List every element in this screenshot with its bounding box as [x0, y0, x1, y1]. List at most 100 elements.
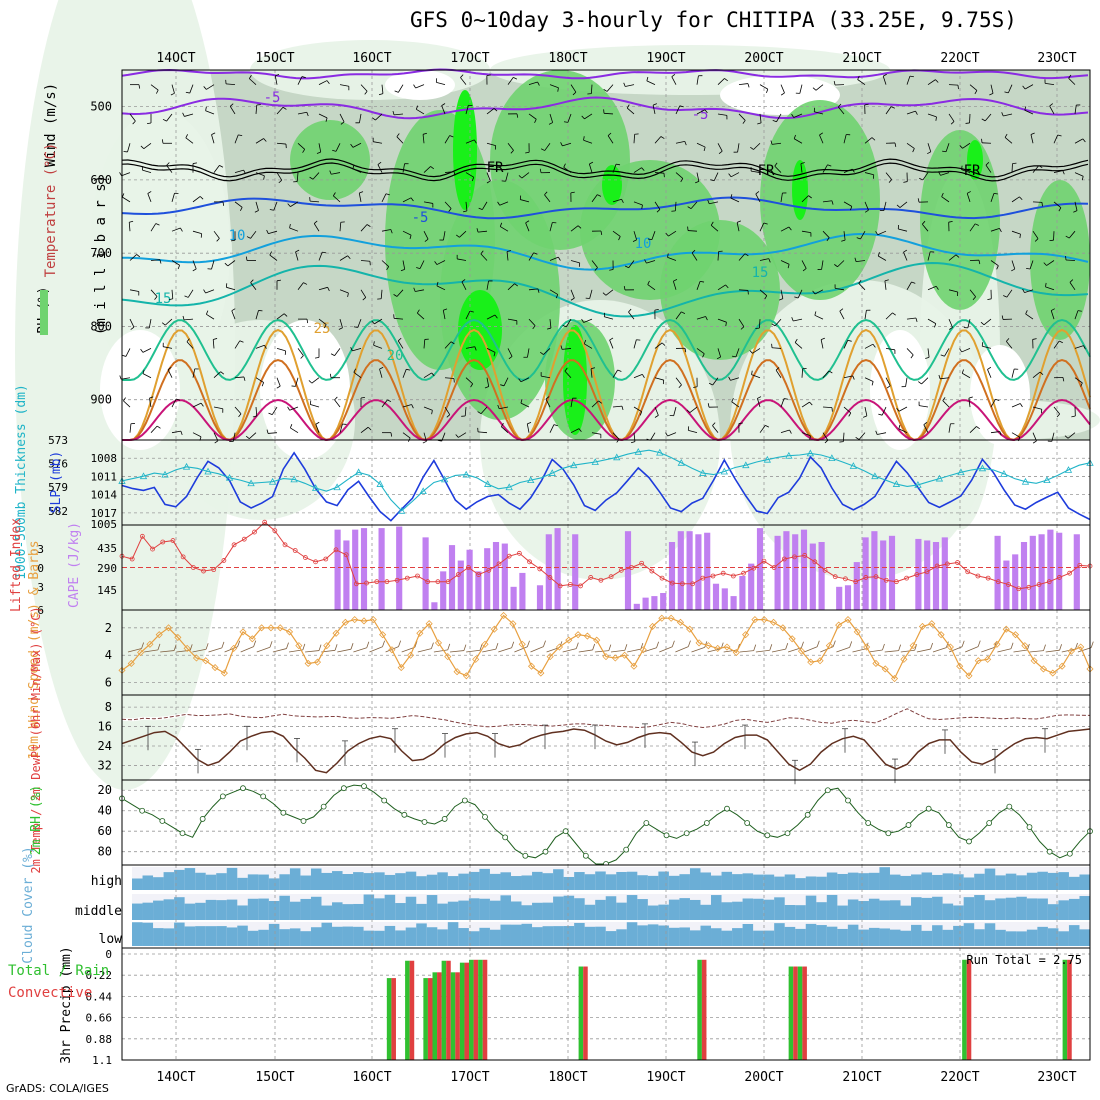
cloud-cell: [195, 872, 206, 890]
wind-barb: [528, 252, 534, 261]
cloud-cell: [584, 874, 596, 890]
wind-barb-flag: [987, 298, 992, 301]
wind-barb-flag: [914, 644, 918, 651]
wind-barb-flag: [329, 373, 332, 378]
x-tick-label-top: 22OCT: [940, 51, 979, 66]
wind-barb-flag: [379, 366, 384, 370]
wind-speed-point: [1021, 642, 1029, 650]
wind-barb-flag: [704, 109, 708, 114]
wind-barb-flag: [894, 142, 897, 147]
rh-saturated-area: [458, 290, 502, 370]
wind-barb: [127, 648, 142, 653]
wind-speed-point: [928, 620, 936, 628]
cloud-cell: [500, 895, 512, 920]
wind-barb: [751, 170, 761, 173]
cape-bar: [484, 548, 491, 610]
wind-barb: [858, 432, 866, 440]
wind-barb-flag: [577, 225, 582, 229]
cloud-cell: [532, 871, 543, 890]
cloud-cell: [384, 894, 396, 920]
cloud-cell: [995, 875, 1007, 890]
rh-point: [320, 803, 327, 810]
wind-barb: [127, 143, 131, 153]
rh-dry-area: [870, 330, 930, 450]
rh-point: [764, 832, 771, 839]
rh-point: [139, 807, 146, 814]
wind-barb-flag: [780, 92, 785, 96]
wind-barb-flag: [852, 375, 855, 380]
cloud-cell: [784, 874, 796, 890]
cloud-cell: [900, 930, 912, 946]
wind-barb-flag: [864, 209, 869, 213]
wind-barb: [780, 398, 785, 408]
wind-barb: [360, 289, 367, 298]
wind-barb: [654, 201, 661, 210]
wind-barb: [160, 650, 175, 653]
wind-speed-point: [444, 653, 452, 661]
wind-barb: [696, 142, 706, 148]
wind-barb: [671, 76, 677, 85]
wind-barb-flag: [367, 426, 372, 431]
cloud-cell: [889, 900, 901, 920]
cloud-cell: [816, 876, 828, 890]
wind-speed-point: [574, 631, 582, 639]
wind-barb: [801, 260, 807, 269]
cloud-cell: [1058, 931, 1070, 946]
cloud-cell: [711, 875, 722, 890]
wind-speed-point: [965, 672, 973, 680]
contour-label: -5: [412, 210, 429, 226]
wind-barb: [311, 377, 320, 384]
wind-barb-flag: [239, 340, 244, 343]
cloud-cell: [837, 928, 849, 946]
wind-barb: [696, 75, 699, 85]
wind-barb-flag: [827, 164, 832, 167]
wind-barb: [309, 200, 320, 203]
wind-barb-flag: [707, 199, 710, 204]
precip-convective-bar: [427, 978, 433, 1060]
wind-barb-flag: [896, 407, 900, 412]
cloud-cell: [447, 876, 459, 890]
wind-barb-flag: [686, 409, 691, 413]
cape-bar: [1038, 534, 1045, 610]
cape-bar: [343, 540, 350, 610]
cape-bar: [818, 542, 825, 610]
wind-barb: [1045, 83, 1055, 86]
wind-barb-flag: [520, 399, 523, 404]
wind-barb-flag: [789, 429, 792, 434]
rh-moist-area: [290, 120, 370, 200]
wind-barb-flag: [563, 163, 566, 168]
cloud-cell: [353, 872, 364, 890]
wind-speed-point: [946, 643, 954, 651]
wind-barb-flag: [411, 404, 414, 409]
cloud-cell: [258, 874, 270, 890]
wind-barb: [423, 231, 429, 240]
rh-point: [240, 785, 246, 792]
wind-barb-flag: [824, 439, 829, 444]
cape-bar: [1029, 535, 1036, 610]
wind-barb-flag: [222, 201, 225, 206]
lifted-index-point: [1036, 582, 1042, 587]
cloud-cell: [984, 900, 996, 920]
lifted-index-point: [455, 572, 461, 577]
cloud-cell: [363, 894, 375, 920]
wind-barb-flag: [140, 348, 144, 353]
lifted-index-point: [262, 519, 268, 525]
cape-bar: [440, 571, 447, 610]
wind-barb: [922, 223, 929, 232]
wind-barb-flag: [814, 311, 817, 316]
wind-barb-flag: [882, 643, 885, 651]
wind-barb-flag: [600, 230, 603, 236]
precip-total-bar: [788, 966, 794, 1060]
precip-total-bar: [450, 972, 456, 1060]
wind-barb: [500, 226, 509, 232]
wind-barb: [822, 200, 832, 203]
wind-barb: [339, 289, 349, 294]
wind-barb: [149, 398, 152, 408]
y-tick-label: 1.1: [92, 1054, 112, 1067]
cloud-cell: [184, 926, 196, 946]
precip-total-bar: [459, 962, 465, 1060]
wind-barb: [1030, 134, 1034, 144]
wind-barb-flag: [182, 315, 185, 320]
wind-barb-flag: [972, 296, 976, 301]
